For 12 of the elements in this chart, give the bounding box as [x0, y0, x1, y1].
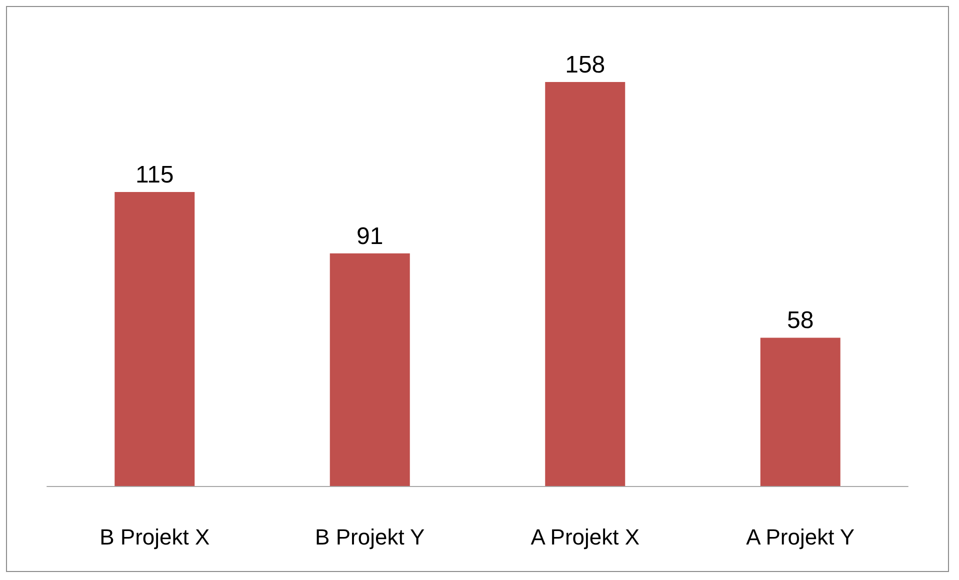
bar	[760, 338, 840, 486]
bar	[114, 192, 195, 486]
x-tick-label: B Projekt Y	[315, 524, 426, 550]
x-tick-label: A Projekt X	[530, 524, 640, 550]
data-label: 91	[356, 222, 384, 250]
x-tick-label: B Projekt X	[100, 524, 210, 550]
bar	[545, 82, 626, 486]
bar	[330, 253, 410, 486]
data-label: 58	[787, 307, 814, 334]
x-tick-label: A Projekt Y	[746, 524, 855, 550]
data-label: 158	[565, 52, 606, 78]
data-label: 115	[135, 161, 174, 188]
